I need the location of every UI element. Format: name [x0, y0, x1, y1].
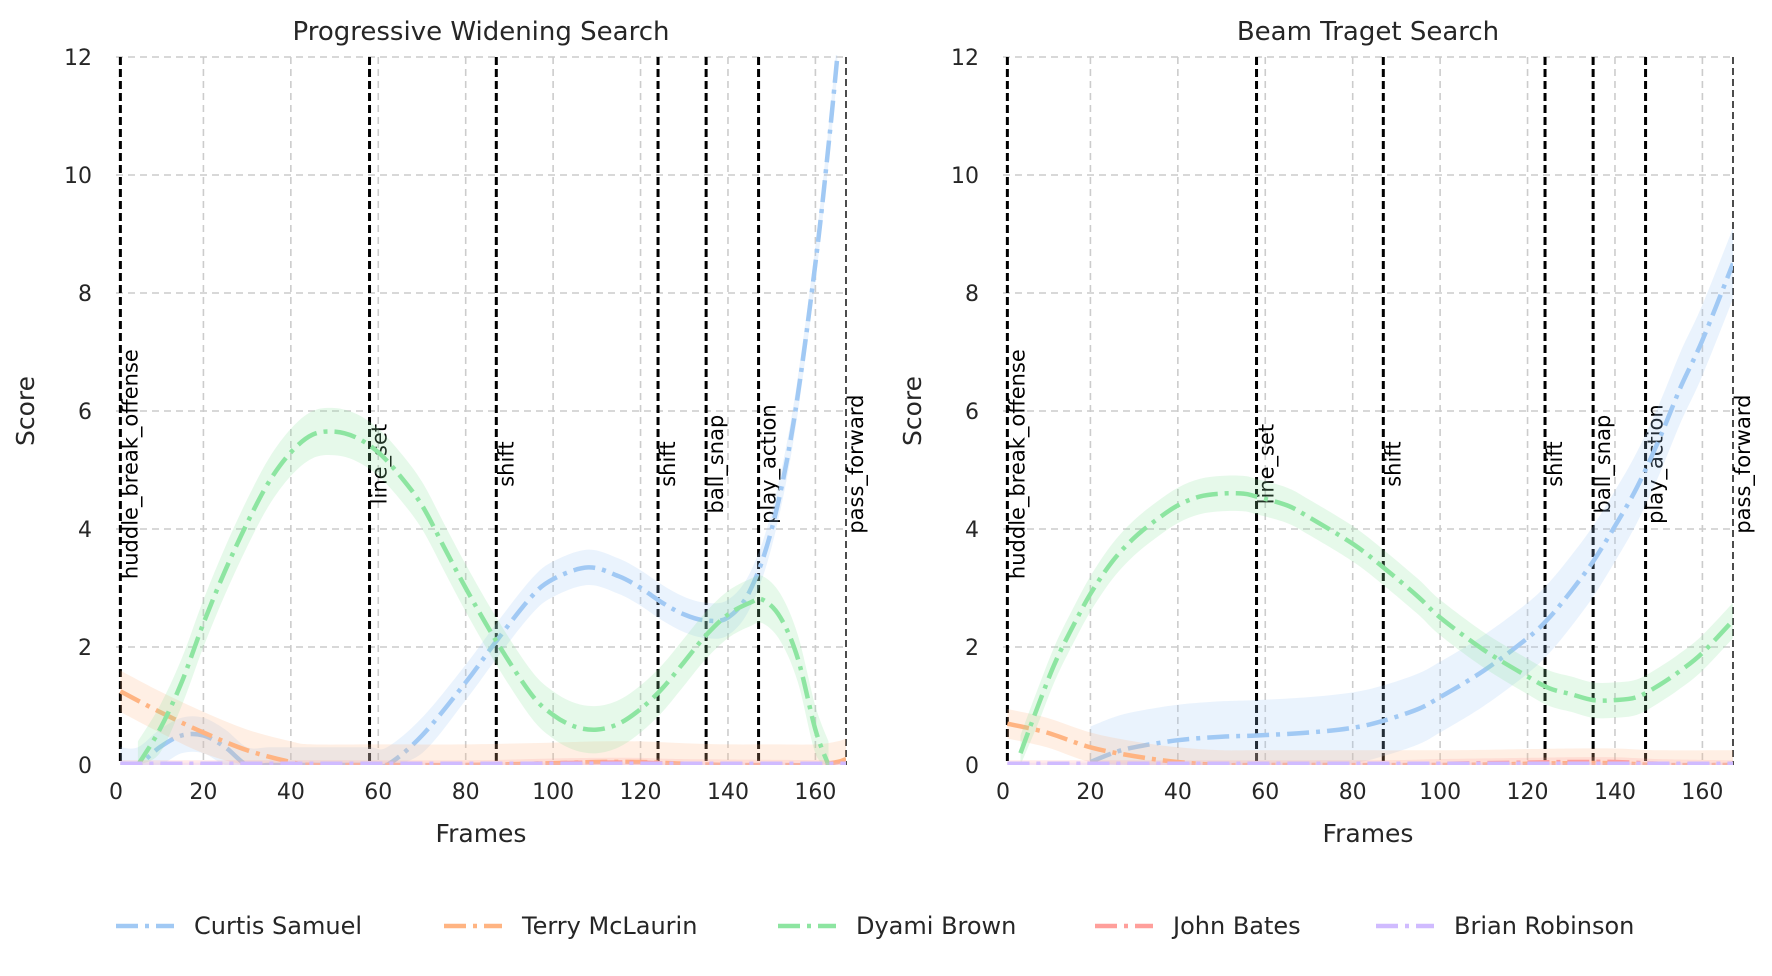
x-tick-label: 20	[189, 780, 217, 805]
y-axis-label: Score	[898, 376, 927, 446]
x-tick-label: 80	[1339, 780, 1367, 805]
y-tick-label: 8	[965, 282, 979, 307]
event-label-shift: shift	[1543, 441, 1567, 486]
series-band-dyami-brown	[137, 407, 829, 765]
x-tick-label: 20	[1076, 780, 1104, 805]
legend-label-curtis-samuel: Curtis Samuel	[194, 912, 362, 940]
legend-label-john-bates: John Bates	[1171, 912, 1301, 940]
x-tick-label: 40	[277, 780, 305, 805]
x-axis-label: Frames	[1323, 819, 1414, 848]
x-tick-label: 40	[1164, 780, 1192, 805]
y-axis-label: Score	[11, 376, 40, 446]
grid-lines	[1003, 56, 1733, 765]
x-tick-label: 80	[452, 780, 480, 805]
chart-title: Beam Traget Search	[1237, 17, 1499, 47]
y-tick-label: 8	[78, 282, 92, 307]
series-band-terry-mclaurin	[1007, 709, 1733, 765]
x-tick-label: 100	[1419, 780, 1461, 805]
series-band-dyami-brown	[1020, 475, 1733, 765]
event-label-pass-forward: pass_forward	[1731, 395, 1756, 534]
event-label-shift: shift	[656, 441, 680, 486]
series-band-curtis-samuel	[120, 55, 838, 765]
x-axis-label: Frames	[436, 819, 527, 848]
y-tick-label: 12	[951, 46, 979, 71]
legend-label-terry-mclaurin: Terry McLaurin	[521, 912, 697, 940]
y-tick-label: 4	[965, 518, 979, 543]
x-tick-label: 160	[794, 780, 836, 805]
event-label-huddle-break-offense: huddle_break_offense	[118, 349, 143, 579]
event-label-ball-snap: ball_snap	[704, 415, 729, 514]
x-tick-label: 0	[996, 780, 1010, 805]
legend-label-brian-robinson: Brian Robinson	[1454, 912, 1634, 940]
y-tick-label: 4	[78, 518, 92, 543]
x-tick-label: 160	[1681, 780, 1723, 805]
series-band-curtis-samuel	[1090, 228, 1733, 765]
event-label-shift: shift	[494, 441, 518, 486]
series-line-curtis-samuel	[120, 56, 840, 765]
y-tick-label: 10	[951, 164, 979, 189]
legend: Curtis Samuel Terry McLaurin Dyami Brown Jo…	[116, 912, 1634, 940]
x-tick-label: 0	[109, 780, 123, 805]
event-label-huddle-break-offense: huddle_break_offense	[1005, 349, 1030, 579]
series-line-curtis-samuel	[1089, 262, 1733, 765]
grid-lines	[116, 56, 846, 765]
event-label-ball-snap: ball_snap	[1591, 415, 1616, 514]
series-group	[119, 55, 846, 765]
event-label-shift: shift	[1381, 441, 1405, 486]
chart-panel-progressive-widening: 0 20 40 60 80 100 120 140 160 0 2 4 6 8 10 12 Progressiv…	[11, 17, 869, 848]
x-tick-label: 60	[1251, 780, 1279, 805]
y-tick-label: 12	[64, 46, 92, 71]
x-tick-label: 140	[1594, 780, 1636, 805]
x-tick-label: 120	[1507, 780, 1549, 805]
y-tick-label: 10	[64, 164, 92, 189]
series-line-terry-mclaurin	[119, 689, 846, 765]
event-label-line-set: line_set	[368, 424, 393, 505]
chart-panel-beam-target: 0 20 40 60 80 100 120 140 160 0 2 4 6 8 10 12 Beam Trage…	[898, 17, 1756, 848]
series-band-terry-mclaurin	[120, 670, 846, 765]
series-line-dyami-brown	[1018, 490, 1733, 754]
event-label-pass-forward: pass_forward	[844, 395, 869, 534]
x-tick-label: 140	[707, 780, 749, 805]
y-tick-label: 2	[965, 636, 979, 661]
y-tick-label: 2	[78, 636, 92, 661]
event-label-line-set: line_set	[1255, 424, 1280, 505]
series-group	[1006, 228, 1733, 765]
y-tick-label: 0	[78, 754, 92, 779]
legend-label-dyami-brown: Dyami Brown	[856, 912, 1016, 940]
y-tick-label: 0	[965, 754, 979, 779]
x-tick-label: 60	[364, 780, 392, 805]
series-line-dyami-brown	[135, 429, 831, 765]
chart-title: Progressive Widening Search	[293, 17, 670, 47]
x-tick-label: 100	[532, 780, 574, 805]
y-tick-label: 6	[78, 400, 92, 425]
y-tick-label: 6	[965, 400, 979, 425]
x-tick-label: 120	[620, 780, 662, 805]
